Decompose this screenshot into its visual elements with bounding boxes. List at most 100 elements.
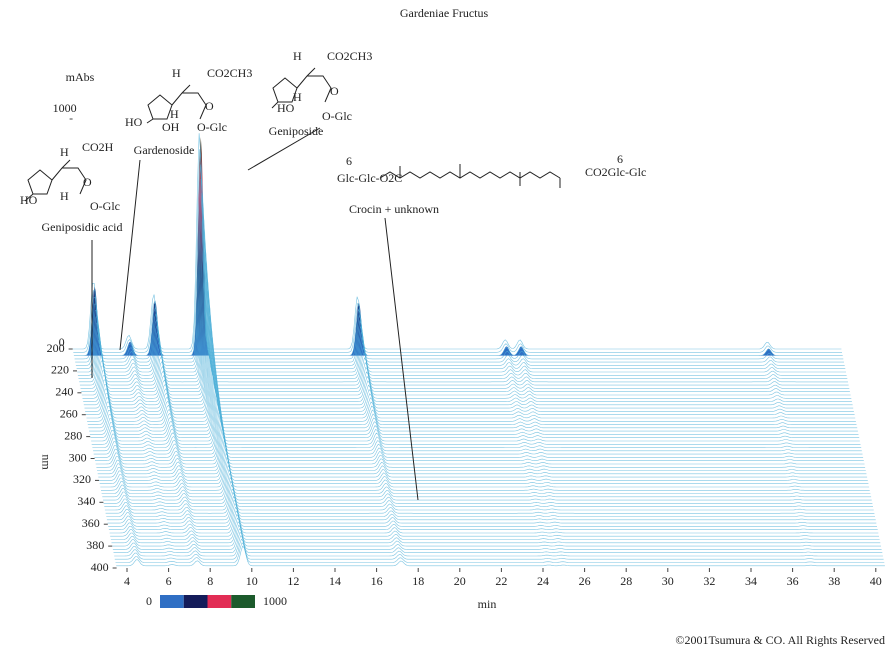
atom-label: H [170, 107, 179, 121]
spectrum-trace [75, 192, 844, 363]
atom-label: O-Glc [197, 120, 227, 134]
spectrum-trace [114, 535, 883, 557]
colorbar-tick-label: 1000 [263, 594, 287, 608]
atom-label: CO2Glc-Glc [585, 165, 646, 179]
spectrum-trace [93, 407, 862, 452]
x-tick-label: 38 [828, 574, 840, 588]
x-tick-label: 30 [662, 574, 674, 588]
spectrum-trace [102, 468, 872, 498]
spectrum-trace [112, 524, 881, 547]
atom-label: HO [125, 115, 143, 129]
colorbar-segment [207, 595, 232, 608]
spectrum-trace [76, 218, 846, 370]
spectrum-trace [110, 513, 879, 537]
spectrum-trace [114, 538, 884, 560]
spectrum-trace [105, 488, 875, 514]
atom-label: H [172, 66, 181, 80]
atom-label: O-Glc [90, 199, 120, 213]
structure-bonds [24, 159, 87, 202]
y-tick-label: 280 [64, 428, 82, 442]
z-tick-label: 1000 [53, 101, 77, 115]
y-tick-label: 300 [69, 450, 87, 464]
x-tick-label: 4 [124, 574, 130, 588]
spectrum-trace [84, 331, 854, 409]
spectrum-trace [85, 345, 855, 416]
spectrum-trace [96, 431, 866, 468]
spectrum-trace [78, 252, 848, 379]
spectrum-trace [113, 531, 883, 554]
peak [494, 346, 518, 356]
spectrum-trace [103, 476, 873, 504]
spectrum-trace [95, 421, 864, 462]
spectrum-trace [77, 230, 846, 373]
peak [756, 348, 782, 356]
x-tick-label: 20 [454, 574, 466, 588]
spectrum-trace [90, 387, 860, 439]
spectrum-trace [87, 358, 856, 422]
atom-label: O [83, 175, 92, 189]
spectrum-trace [88, 370, 858, 429]
x-tick-label: 12 [287, 574, 299, 588]
atom-label: H [293, 49, 302, 63]
spectrum-trace [99, 448, 868, 481]
spectrum-trace [101, 460, 870, 491]
spectrum-trace [83, 323, 853, 406]
peak [117, 341, 143, 356]
peak [508, 346, 533, 356]
spectrum-trace [74, 178, 844, 360]
colorbar-segment [183, 595, 208, 608]
atom-label: Glc-Glc-O2C [337, 171, 402, 185]
spectrum-trace [112, 528, 882, 550]
structure-bonds [146, 84, 207, 124]
atom-label: HO [20, 193, 38, 207]
spectrum-trace [79, 272, 849, 386]
spectrum-trace [77, 241, 847, 376]
compound-name: Crocin + unknown [349, 202, 439, 216]
spectrum-trace [103, 472, 872, 501]
atom-label: O [205, 99, 214, 113]
peak [188, 137, 213, 356]
spectrum-trace [86, 351, 856, 419]
spectrum-trace [89, 376, 858, 432]
x-tick-label: 28 [620, 574, 632, 588]
spectrum-trace [97, 439, 867, 475]
colorbar-segment [231, 595, 255, 608]
spectrum-trace [109, 510, 879, 534]
atom-label: H [60, 145, 69, 159]
spectrum-trace [116, 545, 885, 567]
x-tick-label: 8 [207, 574, 213, 588]
atom-label: OH [162, 120, 180, 134]
spectrum-trace [106, 491, 875, 517]
spectrum-trace [91, 397, 861, 445]
spectrum-trace [104, 484, 874, 511]
atom-label: O-Glc [322, 109, 352, 123]
spectrum-trace [85, 338, 854, 412]
spectrum-trace [93, 412, 863, 455]
x-tick-label: 18 [412, 574, 424, 588]
spectrum-trace [82, 307, 852, 399]
spectrum-trace [89, 382, 859, 435]
spectrum-trace [99, 452, 869, 485]
y-tick-label: 320 [73, 472, 91, 486]
x-tick-label: 14 [329, 574, 341, 588]
spectrum-trace [80, 281, 850, 389]
spectrum-trace [81, 299, 851, 396]
z-tick-label: 0 [59, 335, 65, 349]
spectrum-trace [92, 402, 862, 448]
atom-label: H [293, 90, 302, 104]
spectrum-trace [100, 456, 870, 488]
atom-label: CO2CH3 [207, 66, 252, 80]
x-tick-label: 32 [703, 574, 715, 588]
colorbar-tick-label: 0 [146, 594, 152, 608]
y-tick-label: 240 [55, 385, 73, 399]
spectrum-trace [110, 517, 880, 540]
atom-label: H [60, 189, 69, 203]
spectrum-trace [73, 164, 843, 356]
y-tick-label: 400 [91, 560, 109, 574]
y-tick-label: 380 [86, 538, 104, 552]
x-tick-label: 24 [537, 574, 549, 588]
spectrum-trace [95, 426, 865, 465]
spectrum-trace [115, 542, 885, 563]
spectrum-trace [104, 480, 873, 508]
structures [24, 67, 561, 501]
